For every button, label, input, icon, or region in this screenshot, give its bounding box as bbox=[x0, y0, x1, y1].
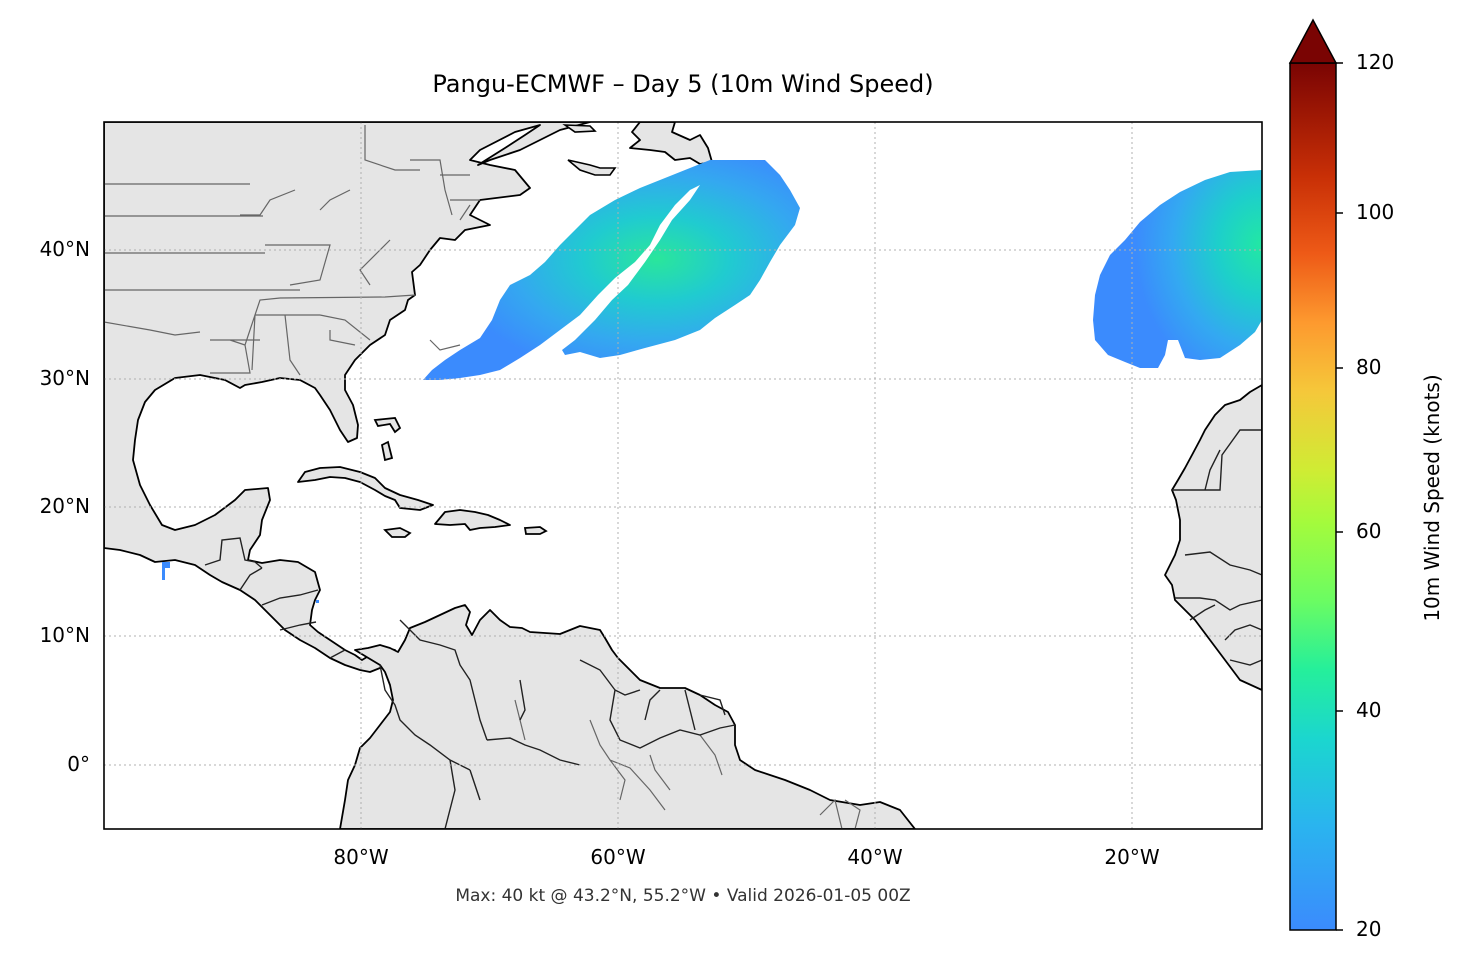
colorbar-tick-label: 100 bbox=[1356, 200, 1395, 224]
land-west-africa bbox=[1164, 384, 1262, 691]
colorbar-tick-label: 80 bbox=[1356, 355, 1382, 379]
land-north-america bbox=[104, 122, 591, 673]
land-puerto-rico bbox=[523, 526, 548, 535]
gridlines bbox=[104, 122, 1262, 829]
colorbar-tick-label: 20 bbox=[1356, 917, 1382, 941]
x-tick-label: 40°W bbox=[847, 845, 903, 869]
land-pei bbox=[562, 124, 617, 176]
chart-title: Pangu-ECMWF – Day 5 (10m Wind Speed) bbox=[432, 70, 934, 98]
y-tick-label: 30°N bbox=[39, 366, 90, 390]
land-south-america bbox=[339, 604, 916, 829]
country-borders bbox=[204, 429, 1262, 829]
map-frame bbox=[103, 121, 1263, 830]
colorbar-tick-label: 120 bbox=[1356, 50, 1395, 74]
wind-region-east bbox=[1093, 170, 1262, 368]
max-valid-caption: Max: 40 kt @ 43.2°N, 55.2°W • Valid 2026… bbox=[455, 886, 911, 906]
x-tick-label: 60°W bbox=[590, 845, 646, 869]
colorbar bbox=[1288, 18, 1343, 931]
wind-region-west bbox=[423, 160, 800, 380]
land-hispaniola bbox=[434, 509, 511, 531]
x-tick-label: 80°W bbox=[333, 845, 389, 869]
land-jamaica bbox=[383, 527, 412, 538]
colorbar-extend-arrow bbox=[1288, 18, 1338, 64]
land-newfoundland bbox=[629, 122, 713, 165]
land-cuba bbox=[297, 466, 434, 511]
land-bahamas bbox=[373, 417, 402, 462]
colorbar-tick-label: 60 bbox=[1356, 519, 1382, 543]
wind-speck-pacific bbox=[162, 562, 170, 568]
y-tick-label: 0° bbox=[67, 752, 90, 776]
colorbar-tick-label: 40 bbox=[1356, 698, 1382, 722]
y-tick-label: 20°N bbox=[39, 494, 90, 518]
y-tick-label: 10°N bbox=[39, 623, 90, 647]
colorbar-label: 10m Wind Speed (knots) bbox=[1420, 374, 1444, 622]
x-tick-label: 20°W bbox=[1104, 845, 1160, 869]
y-tick-label: 40°N bbox=[39, 237, 90, 261]
